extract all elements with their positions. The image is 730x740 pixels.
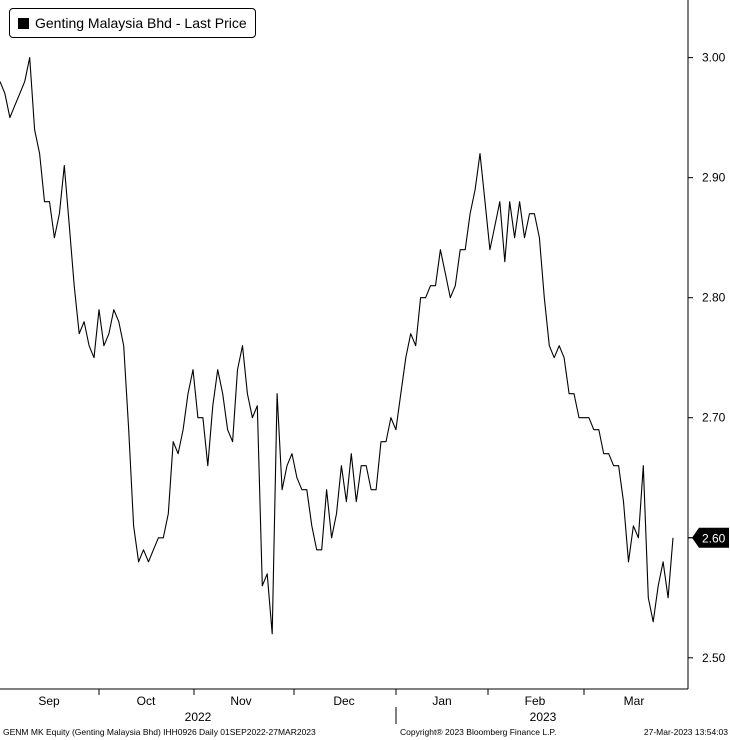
series-line [0,57,674,635]
x-axis: Sep Oct Nov Dec Jan Feb Mar 2022 2023 [38,689,644,724]
legend-label: Genting Malaysia Bhd - Last Price [35,15,247,31]
x-tick-label: Sep [38,694,60,708]
last-price-label: 2.60 [702,531,726,545]
x-tick-label: Jan [432,694,451,708]
y-axis: 2.50 2.70 2.80 2.90 3.00 [688,51,726,665]
y-tick-label: 2.90 [702,171,726,185]
last-price-marker: 2.60 [688,527,729,548]
plot-frame [0,0,689,690]
x-tick-label: Mar [624,694,645,708]
x-tick-label: Dec [333,694,354,708]
x-year-label: 2022 [185,710,212,724]
x-tick-label: Nov [230,694,251,708]
x-tick-label: Feb [525,694,546,708]
y-tick-label: 2.80 [702,291,726,305]
x-tick-label: Oct [137,694,156,708]
y-tick-label: 2.50 [702,651,726,665]
y-tick-label: 3.00 [702,51,726,65]
series-layer [0,57,674,635]
footer-security-info: GENM MK Equity (Genting Malaysia Bhd) IH… [3,727,316,737]
last-price-box [692,527,729,548]
legend-swatch-icon [18,17,29,29]
footer-timestamp: 27-Mar-2023 13:54:03 [643,727,728,737]
chart-legend: Genting Malaysia Bhd - Last Price [9,8,256,38]
y-tick-label: 2.70 [702,411,726,425]
footer-copyright: Copyright® 2023 Bloomberg Finance L.P. [400,727,557,737]
x-year-label: 2023 [530,710,557,724]
